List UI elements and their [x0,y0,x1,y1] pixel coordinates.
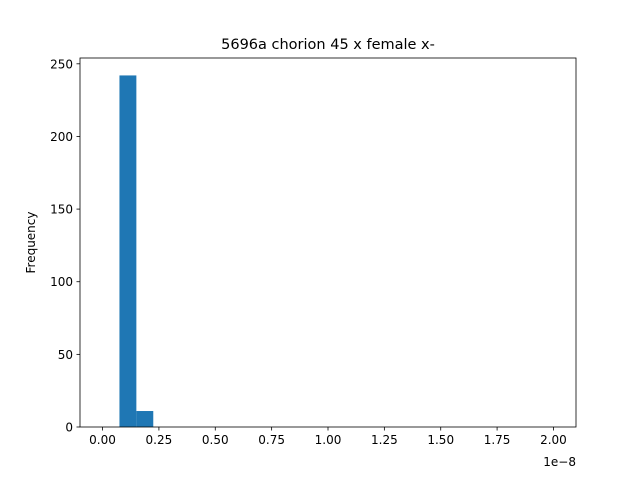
y-axis-label: Frequency [24,212,38,274]
y-tick-label: 50 [58,348,73,362]
histogram-bar-1 [136,411,154,427]
y-tick-label: 250 [50,57,73,71]
bars-layer [119,75,154,427]
x-tick-label: 2.00 [540,433,567,447]
histogram-bar-0 [119,75,137,427]
y-tick-label: 0 [65,421,73,435]
x-tick-label: 1.25 [371,433,398,447]
y-tick-label: 150 [50,203,73,217]
plot-frame [79,57,577,428]
x-tick-label: 1.00 [315,433,342,447]
x-tick-label: 0.75 [258,433,285,447]
y-tick-label: 200 [50,130,73,144]
x-tick-label: 1.50 [427,433,454,447]
y-tick-label: 100 [50,275,73,289]
ticks-layer: 0.00 0.25 0.50 0.75 1.00 1.25 1.50 1.75 2.00 0 50 1… [50,57,567,447]
x-tick-label: 0.00 [89,433,116,447]
x-tick-label: 0.25 [146,433,173,447]
x-axis-offset-label: 1e−8 [543,455,576,469]
x-tick-label: 0.50 [202,433,229,447]
x-tick-label: 1.75 [484,433,511,447]
chart-title: 5696a chorion 45 x female x- [221,37,435,53]
